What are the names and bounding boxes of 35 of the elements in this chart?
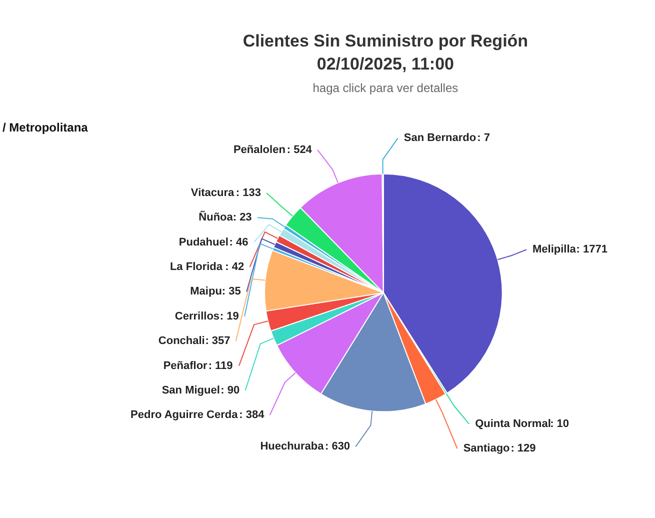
data-label: : 1771 <box>576 244 608 256</box>
data-label: : 524 <box>286 144 313 156</box>
data-label: : 19 <box>220 310 239 322</box>
data-label: : 133 <box>236 186 261 199</box>
data-label: : 35 <box>222 286 241 298</box>
data-label: : 129 <box>510 442 536 455</box>
data-label: : 46 <box>229 236 248 248</box>
slice-label: Conchali <box>158 335 205 348</box>
data-label: : 119 <box>208 360 233 372</box>
data-label: : 7 <box>477 132 490 144</box>
data-label: : 23 <box>232 212 252 224</box>
text: / Metropolitana <box>2 120 88 134</box>
slice-label: Melipilla <box>532 244 577 256</box>
chart-title: Clientes Sin Suministro por Región 02/10/2025, 11:00 <box>242 31 528 74</box>
slice-label: Peñaflor <box>163 360 208 372</box>
slice-label: Cerrillos <box>174 310 220 322</box>
slice-label: Huechuraba <box>260 440 325 453</box>
slice-label: Peñalolen <box>233 144 286 156</box>
data-label: : 10 <box>550 418 570 430</box>
data-label: : 384 <box>239 409 266 422</box>
slice-label: Maipu <box>190 286 222 298</box>
slice-label: San Bernardo <box>404 132 476 144</box>
slice-label: Quinta Normal <box>475 418 551 430</box>
slice-label: Vitacura <box>190 186 236 199</box>
slice-label: La Florida <box>170 261 224 274</box>
slice-label: Pedro Aguirre Cerda <box>130 409 239 422</box>
slice-label: San Miguel <box>162 384 220 397</box>
data-label: : 357 <box>205 335 230 348</box>
slice-label: Ñuñoa <box>198 210 234 224</box>
data-label: : 630 <box>324 440 350 453</box>
slice-label: Pudahuel <box>178 236 228 248</box>
slice-label: Santiago <box>463 442 510 455</box>
chart-subtitle: haga click para ver detalles <box>312 81 458 96</box>
data-label: : 42 <box>225 261 244 274</box>
data-label: : 90 <box>220 384 240 397</box>
